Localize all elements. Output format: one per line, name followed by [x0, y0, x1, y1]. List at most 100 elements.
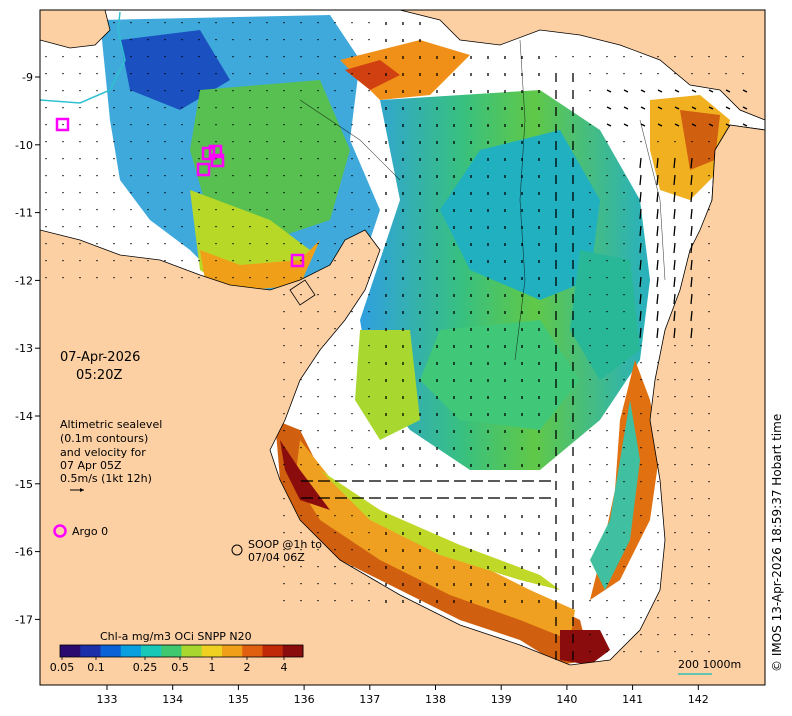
colorbar-tick-label: 0.05: [50, 661, 75, 674]
colorbar-segment: [161, 645, 182, 657]
velocity-arrow: [606, 106, 612, 110]
velocity-arrow: [656, 259, 659, 271]
land-masses: [40, 10, 765, 685]
velocity-arrow: [639, 208, 642, 220]
velocity-arrow: [725, 89, 731, 93]
lon-tick-label: 136: [294, 693, 315, 706]
velocity-arrow: [673, 259, 676, 271]
velocity-arrow: [673, 191, 676, 203]
velocity-arrow: [656, 327, 659, 339]
lat-tick-label: -16: [15, 546, 33, 559]
velocity-arrow: [690, 327, 693, 339]
velocity-arrow: [656, 276, 659, 288]
velocity-arrow: [690, 191, 693, 203]
colorbar-segment: [80, 645, 101, 657]
argo-float-marker[interactable]: [210, 153, 225, 168]
colorbar-tick-label: 0.25: [133, 661, 158, 674]
velocity-arrow: [623, 106, 629, 110]
map-time: 05:20Z: [76, 368, 122, 383]
velocity-arrow: [690, 157, 693, 169]
velocity-arrow: [673, 327, 676, 339]
velocity-arrow: [656, 174, 659, 186]
lat-tick-label: -17: [15, 613, 33, 626]
colorbar: [59, 644, 304, 658]
argo-float-marker[interactable]: [290, 253, 305, 268]
velocity-arrow: [691, 89, 697, 93]
velocity-arrow: [674, 89, 680, 93]
velocity-arrow: [656, 242, 659, 254]
lat-tick-label: -10: [15, 139, 33, 152]
argo-legend-icon: [53, 524, 67, 538]
lon-tick-label: 140: [556, 693, 577, 706]
soop-label-line: 07/04 06Z: [248, 551, 305, 564]
velocity-arrow: [673, 157, 676, 169]
velocity-arrow: [691, 123, 697, 127]
velocity-arrow: [639, 191, 642, 203]
velocity-arrow: [673, 225, 676, 237]
argo-float-marker[interactable]: [55, 117, 70, 132]
velocity-arrow: [623, 123, 629, 127]
velocity-arrow: [606, 123, 612, 127]
soop-label-line: SOOP @1h to: [248, 538, 322, 551]
map-layers: [40, 10, 765, 685]
argo-floats: [55, 117, 305, 268]
velocity-arrow: [690, 242, 693, 254]
velocity-arrow: [690, 310, 693, 322]
colorbar-segment: [141, 645, 162, 657]
velocity-arrow: [639, 174, 642, 186]
velocity-arrow: [708, 106, 714, 110]
velocity-arrow: [690, 259, 693, 271]
velocity-arrow: [691, 106, 697, 110]
colorbar-tick-label: 1: [209, 661, 216, 674]
colorbar-title: Chl-a mg/m3 OCi SNPP N20: [100, 630, 252, 643]
lat-tick-label: -9: [22, 71, 33, 84]
velocity-arrow: [690, 293, 693, 305]
velocity-arrows: [45, 22, 748, 660]
velocity-arrow: [639, 225, 642, 237]
velocity-arrow: [674, 123, 680, 127]
velocity-arrow: [639, 293, 642, 305]
legend-line: Altimetric sealevel: [60, 418, 162, 431]
argo-float-marker[interactable]: [208, 144, 223, 159]
velocity-arrow: [606, 89, 612, 93]
lat-tick-label: -13: [15, 342, 33, 355]
lon-tick-label: 134: [162, 693, 183, 706]
velocity-arrow: [690, 208, 693, 220]
scale-bar-label: 200 1000m: [678, 658, 741, 671]
velocity-arrow: [690, 276, 693, 288]
argo-float-marker[interactable]: [201, 146, 216, 161]
velocity-arrow: [639, 242, 642, 254]
colorbar-tick-label: 0.1: [87, 661, 105, 674]
velocity-arrow: [725, 123, 731, 127]
velocity-arrow: [640, 106, 646, 110]
coastline-feature: [40, 11, 126, 104]
colorbar-segment: [201, 645, 223, 657]
velocity-arrow: [639, 327, 642, 339]
lat-tick-label: -15: [15, 478, 33, 491]
lon-tick-label: 142: [688, 693, 709, 706]
colorbar-segment: [242, 645, 263, 657]
velocity-arrow: [657, 106, 663, 110]
velocity-arrow: [673, 174, 676, 186]
colorbar-segment: [222, 645, 243, 657]
altimetry-legend: Altimetric sealevel (0.1m contours) and …: [60, 418, 162, 492]
lon-tick-label: 133: [97, 693, 118, 706]
velocity-arrow: [742, 106, 748, 110]
velocity-arrow: [639, 310, 642, 322]
argo-float-marker[interactable]: [196, 162, 211, 177]
lon-tick-label: 139: [491, 693, 512, 706]
colorbar-tick-label: 4: [281, 661, 288, 674]
velocity-arrow: [708, 123, 714, 127]
colorbar-segment: [282, 645, 304, 657]
velocity-arrow: [708, 89, 714, 93]
colorbar-segment: [181, 645, 203, 657]
velocity-arrow: [673, 208, 676, 220]
velocity-arrow: [690, 174, 693, 186]
colorbar-segment: [262, 645, 284, 657]
lon-tick-label: 141: [622, 693, 643, 706]
velocity-arrow: [742, 89, 748, 93]
velocity-arrow: [673, 310, 676, 322]
velocity-arrow: [690, 225, 693, 237]
